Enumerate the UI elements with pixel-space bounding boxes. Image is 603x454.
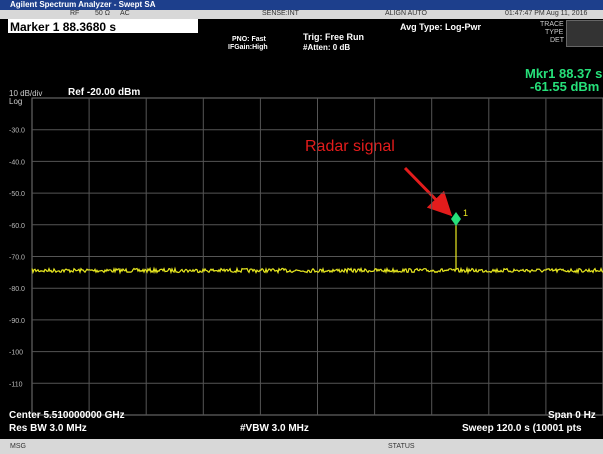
footer: Span 0 Hz bbox=[548, 410, 596, 421]
trace bbox=[31, 266, 603, 275]
level-label: -110 bbox=[9, 381, 23, 388]
setting: #Atten: 0 dB bbox=[303, 43, 351, 52]
setting: Trig: Free Run bbox=[303, 32, 365, 42]
level-label: -60.0 bbox=[9, 223, 25, 230]
trace-box bbox=[566, 20, 603, 47]
footer: #VBW 3.0 MHz bbox=[240, 423, 309, 434]
scale: Ref -20.00 dBm bbox=[68, 87, 141, 98]
footer: Res BW 3.0 MHz bbox=[9, 423, 87, 434]
footer: Center 5.510000000 GHz bbox=[9, 410, 125, 421]
setting: IFGain:High bbox=[228, 44, 268, 51]
annotation: Radar signal bbox=[305, 138, 395, 155]
marker-label: 1 bbox=[463, 208, 468, 218]
arrow bbox=[403, 166, 453, 217]
status: AC bbox=[120, 10, 130, 17]
setting: TRACE bbox=[540, 21, 564, 28]
status: ALIGN AUTO bbox=[385, 10, 427, 17]
level-label: -50.0 bbox=[9, 191, 25, 198]
title-bar: Agilent Spectrum Analyzer - Swept SA bbox=[0, 0, 603, 10]
level-label: -70.0 bbox=[9, 255, 25, 262]
marker-header-bg bbox=[8, 19, 198, 33]
setting: Avg Type: Log-Pwr bbox=[400, 22, 481, 32]
setting: PNO: Fast bbox=[232, 36, 266, 43]
level-label: -40.0 bbox=[9, 159, 25, 166]
level-label: -90.0 bbox=[9, 318, 25, 325]
readout: Mkr1 88.37 s bbox=[525, 66, 603, 81]
status: 50 Ω bbox=[95, 10, 110, 17]
setting: TYPE bbox=[545, 29, 564, 36]
level-label: -30.0 bbox=[9, 128, 25, 135]
level-label: -100 bbox=[9, 350, 23, 357]
title: Agilent Spectrum Analyzer - Swept SA bbox=[10, 0, 156, 9]
scale: Log bbox=[9, 97, 23, 106]
scale: 10 dB/div bbox=[9, 89, 43, 98]
level-label: -80.0 bbox=[9, 286, 25, 293]
status: SENSE:INT bbox=[262, 10, 299, 17]
readout: -61.55 dBm bbox=[530, 79, 600, 94]
setting: DET bbox=[550, 37, 564, 44]
status: RF bbox=[70, 10, 80, 17]
marker bbox=[451, 212, 461, 226]
status-button[interactable]: STATUS bbox=[388, 443, 415, 450]
marker-header: Marker 1 88.3680 s bbox=[10, 20, 117, 34]
status: 01:47:47 PM Aug 11, 2016 bbox=[505, 10, 588, 17]
bottom-bar bbox=[0, 439, 603, 454]
status-row bbox=[0, 10, 603, 19]
footer: Sweep 120.0 s (10001 pts bbox=[462, 423, 582, 434]
msg: MSG bbox=[10, 443, 26, 450]
